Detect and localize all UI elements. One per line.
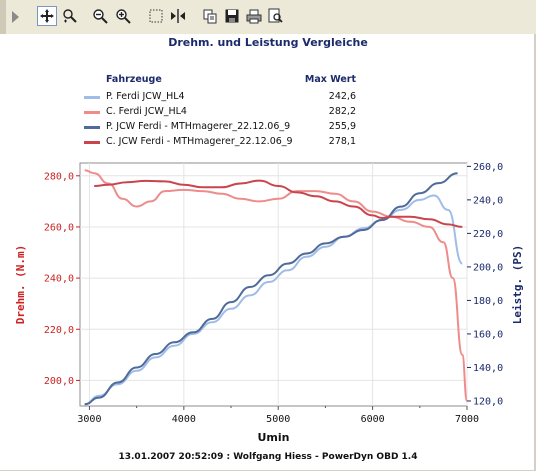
series-line (94, 179, 463, 228)
legend-entry-max: 255,9 (328, 121, 356, 132)
x-tick-label: 7000 (455, 414, 479, 425)
legend-header-vehicles: Fahrzeuge (106, 74, 162, 85)
cursor-line-icon[interactable] (168, 6, 188, 26)
toolbar (0, 0, 536, 35)
legend-entry[interactable]: C. Ferdi JCW_HL4 282,2 (80, 105, 370, 120)
legend-entry[interactable]: P. Ferdi JCW_HL4 242,6 (80, 90, 370, 105)
legend-entry-name: P. Ferdi JCW_HL4 (106, 91, 185, 102)
floppy-icon[interactable] (222, 6, 242, 26)
chart-title: Drehm. und Leistung Vergleiche (168, 36, 368, 49)
copy-icon[interactable] (200, 6, 220, 26)
y-left-tick-label: 260,0 (44, 222, 74, 233)
legend-entry-max: 278,1 (328, 136, 356, 147)
legend-entry-name: C. Ferdi JCW_HL4 (106, 106, 187, 117)
toolbar-grip (0, 0, 6, 34)
move-arrows-icon[interactable] (37, 6, 57, 26)
y-right-tick-label: 260,0 (473, 162, 503, 173)
legend-swatch (84, 141, 100, 144)
magnifier-plus-icon[interactable] (113, 6, 133, 26)
legend-entry-max: 282,2 (328, 106, 356, 117)
y-left-tick-label: 220,0 (44, 325, 74, 336)
series-line (84, 172, 458, 406)
y-right-axis-label: Leistg. (PS) (511, 245, 524, 324)
legend-entry-max: 242,6 (328, 91, 356, 102)
dotted-rect-icon[interactable] (146, 6, 166, 26)
y-right-tick-label: 180,0 (473, 296, 503, 307)
legend-entry-name: C. JCW Ferdi - MTHmagerer_22.12.06_9 (106, 136, 293, 147)
footer-info: 13.01.2007 20:52:09 : Wolfgang Hiess - P… (118, 452, 418, 462)
y-right-tick-label: 240,0 (473, 195, 503, 206)
y-right-tick-label: 160,0 (473, 329, 503, 340)
y-left-tick-label: 280,0 (44, 171, 74, 182)
x-axis-label: Umin (258, 431, 290, 444)
y-left-axis-label: Drehm. (N.m) (14, 245, 27, 324)
y-right-tick-label: 120,0 (473, 396, 503, 407)
legend-entry[interactable]: C. JCW Ferdi - MTHmagerer_22.12.06_9 278… (80, 135, 370, 150)
magnifier-minus-icon[interactable] (90, 6, 110, 26)
zoom-region-icon[interactable] (60, 6, 80, 26)
y-right-tick-label: 220,0 (473, 229, 503, 240)
series-line (84, 169, 468, 402)
series-line (84, 194, 464, 406)
printer-icon[interactable] (244, 6, 264, 26)
y-left-tick-label: 200,0 (44, 376, 74, 387)
y-left-tick-label: 240,0 (44, 274, 74, 285)
legend-swatch (84, 126, 100, 129)
expand-arrow-icon[interactable] (12, 11, 19, 23)
legend-header-max: Max Wert (304, 74, 356, 85)
x-tick-label: 4000 (172, 414, 196, 425)
legend-swatch (84, 111, 100, 114)
y-right-tick-label: 140,0 (473, 363, 503, 374)
y-right-tick-label: 200,0 (473, 262, 503, 273)
x-tick-label: 5000 (266, 414, 290, 425)
x-tick-label: 3000 (77, 414, 101, 425)
print-preview-icon[interactable] (266, 6, 286, 26)
legend-swatch (84, 96, 100, 99)
legend-entry[interactable]: P. JCW Ferdi - MTHmagerer_22.12.06_9 255… (80, 120, 370, 135)
x-tick-label: 6000 (361, 414, 385, 425)
legend-entry-name: P. JCW Ferdi - MTHmagerer_22.12.06_9 (106, 121, 291, 132)
